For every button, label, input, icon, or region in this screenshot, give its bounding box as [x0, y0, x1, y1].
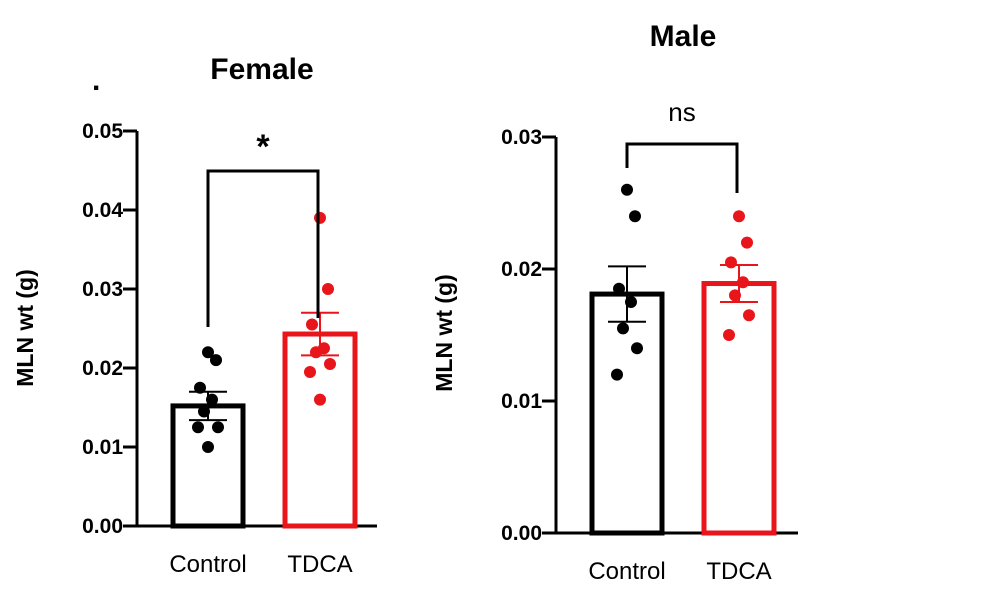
female-bar-control — [170, 403, 246, 529]
male-significance-label: ns — [668, 97, 695, 127]
female-data-point-tdca — [314, 393, 326, 406]
female-y-tick-label: 0.00 — [82, 515, 123, 538]
female-data-point-tdca — [306, 318, 318, 331]
male-data-point-tdca — [733, 210, 745, 223]
male-data-point-control — [617, 322, 629, 335]
female-x-tick-label-control: Control — [169, 551, 246, 578]
male-x-tick-label-tdca: TDCA — [706, 558, 771, 585]
female-panel: Female MLN wt (g) 0.00 0.01 0.02 0.03 0.04 0.… — [12, 53, 377, 578]
male-data-point-control — [625, 296, 637, 308]
female-data-point-tdca — [304, 365, 316, 378]
female-significance-bracket — [206, 169, 320, 327]
female-data-point-control — [202, 441, 214, 453]
male-bar-control — [589, 291, 665, 536]
male-y-tick-label: 0.02 — [501, 258, 542, 281]
female-data-point-control — [202, 346, 214, 359]
male-data-point-control — [621, 183, 633, 196]
female-data-point-control — [210, 354, 222, 367]
male-chart-title: Male — [650, 20, 717, 53]
female-bar-tdca — [282, 331, 358, 529]
male-data-point-control — [611, 368, 623, 381]
female-y-tick-label: 0.04 — [82, 199, 123, 222]
male-data-point-tdca — [737, 276, 749, 289]
male-data-point-tdca — [729, 289, 741, 302]
male-x-tick-label-control: Control — [588, 558, 665, 585]
female-significance-label: * — [256, 128, 270, 166]
female-chart-title: Female — [210, 53, 313, 86]
female-y-tick-label: 0.02 — [82, 357, 123, 380]
female-data-point-tdca — [322, 283, 334, 295]
female-data-point-control — [192, 421, 204, 434]
female-y-tick-label: 0.05 — [82, 120, 123, 143]
female-data-point-tdca — [324, 358, 336, 371]
male-data-point-control — [631, 342, 643, 355]
female-data-point-control — [194, 381, 206, 394]
male-data-point-tdca — [741, 236, 753, 249]
female-data-point-tdca — [314, 211, 326, 224]
female-data-point-control — [212, 421, 224, 434]
male-data-point-tdca — [725, 256, 737, 269]
stray-dot-mark: . — [92, 64, 100, 97]
female-y-tick-label: 0.03 — [82, 278, 123, 301]
male-data-point-tdca — [743, 309, 755, 322]
female-data-point-control — [206, 393, 218, 406]
female-data-point-tdca — [310, 346, 322, 359]
female-y-axis-label: MLN wt (g) — [12, 269, 38, 387]
female-data-point-control — [198, 405, 210, 418]
male-data-point-tdca — [723, 329, 735, 341]
male-data-point-control — [613, 282, 625, 295]
male-y-axis-label: MLN wt (g) — [431, 274, 457, 392]
male-data-point-control — [629, 210, 641, 223]
female-y-tick-label: 0.01 — [82, 436, 123, 459]
female-x-tick-label-tdca: TDCA — [287, 551, 352, 578]
male-significance-bracket — [625, 142, 739, 193]
male-y-tick-label: 0.01 — [501, 390, 542, 413]
male-y-tick-label: 0.03 — [501, 126, 542, 149]
male-y-tick-label: 0.00 — [501, 522, 542, 545]
male-panel: Male MLN wt (g) 0.00 0.01 0.02 0.03 Control T… — [431, 20, 798, 585]
male-bar-tdca — [701, 281, 777, 536]
